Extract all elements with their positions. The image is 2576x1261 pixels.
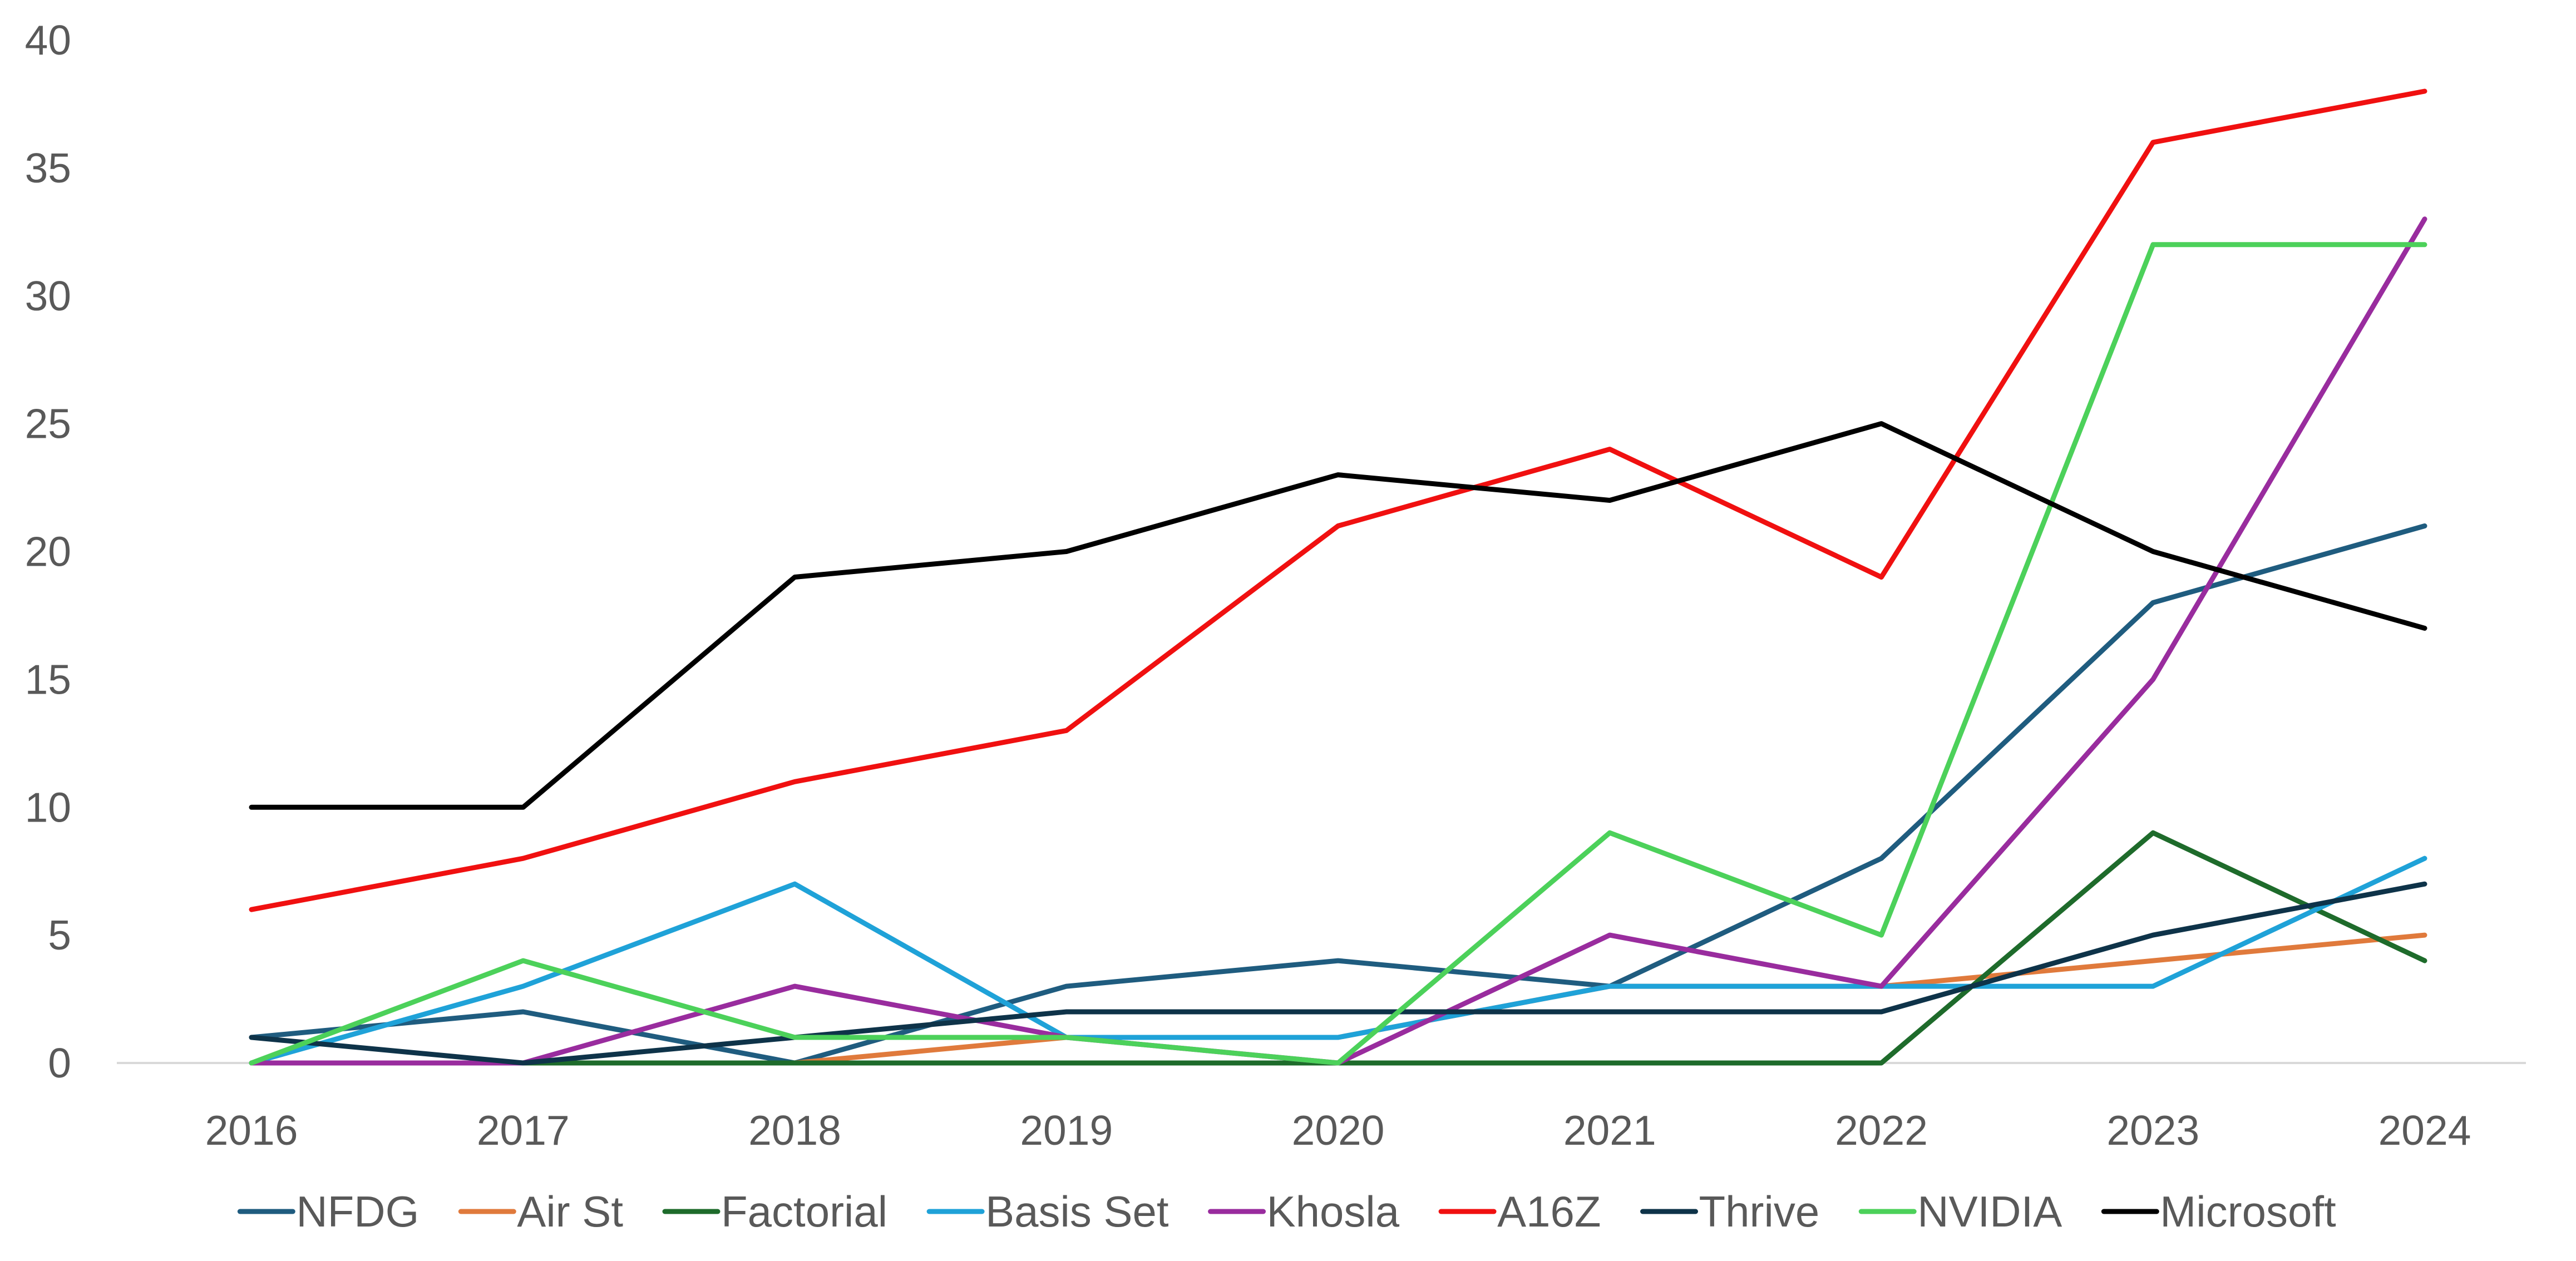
legend-label: Khosla	[1267, 1187, 1400, 1236]
x-tick-label: 2023	[2106, 1107, 2199, 1154]
legend-label: NFDG	[296, 1187, 419, 1236]
series-line-khosla	[249, 216, 2427, 1066]
y-tick-label: 40	[25, 17, 71, 63]
legend-item-basis-set: Basis Set	[926, 1187, 1169, 1236]
x-tick-label: 2017	[477, 1107, 570, 1154]
series-lines	[249, 88, 2427, 1066]
x-tick-label: 2022	[1835, 1107, 1928, 1154]
y-tick-label: 5	[48, 912, 71, 958]
y-tick-label: 10	[25, 784, 71, 830]
y-tick-label: 15	[25, 656, 71, 703]
y-axis-ticks: 0 5 10 15 20 25 30 35 40	[25, 17, 71, 1086]
series-line-microsoft	[249, 421, 2427, 810]
series-line-nvidia	[249, 242, 2427, 1066]
x-axis-ticks: 2016 2017 2018 2019 2020 2021 2022 2023 2024	[205, 1107, 2471, 1154]
legend-item-air-st: Air St	[458, 1187, 623, 1236]
legend-label: Factorial	[721, 1187, 887, 1236]
x-tick-label: 2021	[1563, 1107, 1656, 1154]
legend-item-microsoft: Microsoft	[2101, 1187, 2336, 1236]
y-tick-label: 0	[48, 1040, 71, 1086]
x-tick-label: 2016	[205, 1107, 298, 1154]
legend-label: Thrive	[1699, 1187, 1820, 1236]
legend-label: Basis Set	[985, 1187, 1169, 1236]
legend-label: Air St	[517, 1187, 623, 1236]
legend-item-thrive: Thrive	[1640, 1187, 1820, 1236]
legend-item-nvidia: NVIDIA	[1858, 1187, 2062, 1236]
y-tick-label: 35	[25, 145, 71, 191]
legend-label: A16Z	[1497, 1187, 1601, 1236]
y-tick-label: 20	[25, 528, 71, 575]
y-tick-label: 25	[25, 400, 71, 447]
legend-item-khosla: Khosla	[1208, 1187, 1400, 1236]
legend: NFDG Air St Factorial Basis Set Khosla A16Z Th…	[237, 1187, 2336, 1236]
series-line-basis-set	[249, 855, 2427, 1066]
series-line-thrive	[249, 881, 2427, 1066]
legend-label: Microsoft	[2160, 1187, 2336, 1236]
legend-label: NVIDIA	[1917, 1187, 2062, 1236]
legend-item-nfdg: NFDG	[237, 1187, 419, 1236]
legend-item-factorial: Factorial	[662, 1187, 887, 1236]
x-tick-label: 2020	[1292, 1107, 1385, 1154]
series-line-nfdg	[249, 523, 2427, 1066]
legend-item-a16z: A16Z	[1438, 1187, 1601, 1236]
x-tick-label: 2019	[1020, 1107, 1113, 1154]
x-tick-label: 2024	[2378, 1107, 2471, 1154]
series-line-a16z	[249, 88, 2427, 912]
x-tick-label: 2018	[748, 1107, 841, 1154]
y-tick-label: 30	[25, 273, 71, 319]
series-line-air-st	[249, 932, 2427, 1066]
